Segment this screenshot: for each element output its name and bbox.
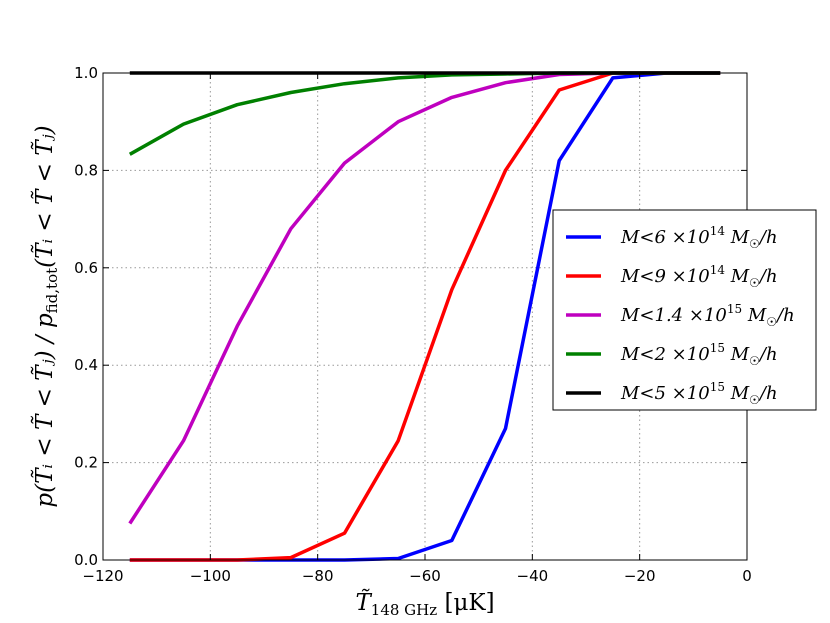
y-axis-label-main: p(T̃ᵢ < T̃ < T̃ⱼ) / p (32, 313, 58, 508)
x-tick-label: −60 (409, 567, 441, 585)
y-tick-label: 0.2 (74, 454, 98, 472)
legend-box (552, 209, 817, 411)
legend-label: M<9 ×1014 M☉/h (620, 263, 778, 290)
legend-entries: M<6 ×1014 M☉/h M<9 ×1014 M☉/h M<1.4 ×1015 … (566, 224, 795, 407)
legend-label: M<6 ×1014 M☉/h (620, 224, 778, 251)
x-axis-label-unit: [μK] (437, 590, 494, 616)
y-tick-label: 1.0 (74, 64, 98, 82)
x-tick-label: −100 (190, 567, 231, 585)
x-axis-label-base: T̃ (355, 590, 372, 616)
x-axis-label-sub: 148 GHz (371, 601, 437, 619)
x-axis-label: T̃148 GHz [μK] (355, 590, 494, 619)
y-axis-label-tail: (T̃ᵢ < T̃ < T̃ⱼ) (32, 125, 58, 267)
y-tick-label: 0.0 (74, 551, 98, 569)
legend-label: M<2 ×1015 M☉/h (620, 341, 778, 368)
legend: M<6 ×1014 M☉/h M<9 ×1014 M☉/h M<1.4 ×1015 … (552, 209, 817, 411)
x-tick-label: −80 (302, 567, 334, 585)
y-tick-label: 0.8 (74, 161, 98, 179)
y-tick-label: 0.4 (74, 356, 98, 374)
y-tick-label: 0.6 (74, 259, 98, 277)
x-tick-label: −20 (624, 567, 656, 585)
y-axis-label: p(T̃ᵢ < T̃ < T̃ⱼ) / pfid,tot(T̃ᵢ < T̃ < … (32, 125, 61, 507)
legend-label: M<5 ×1015 M☉/h (620, 380, 778, 407)
ticks: −120 −100 −80 −60 −40 −20 0 0.0 0.2 0.4 0.6 0.8 1.0 (74, 64, 752, 585)
legend-label: M<1.4 ×1015 M☉/h (620, 302, 795, 329)
x-tick-label: −40 (517, 567, 549, 585)
x-tick-label: 0 (742, 567, 752, 585)
x-tick-label: −120 (82, 567, 123, 585)
y-axis-label-sub: fid,tot (43, 268, 61, 313)
